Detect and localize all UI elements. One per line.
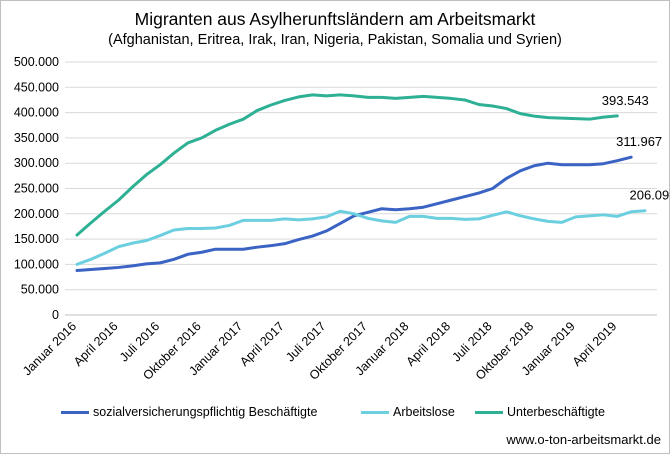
legend-label-beschaeftigte: sozialversicherungspflichtig Beschäftigt… bbox=[93, 405, 318, 419]
legend-item-beschaeftigte: sozialversicherungspflichtig Beschäftigt… bbox=[61, 405, 317, 419]
x-tick-label: April 2016 bbox=[71, 319, 121, 369]
legend-label-arbeitslose: Arbeitslose bbox=[393, 405, 455, 419]
legend-item-unterbeschaeftigte: Unterbeschäftigte bbox=[475, 405, 605, 419]
y-axis: 0 50.000 100.000 150.000 200.000 250.000 300.0… bbox=[14, 55, 59, 322]
series-line-0 bbox=[75, 155, 633, 272]
end-value-label: 311.967 bbox=[616, 134, 662, 149]
series-lines bbox=[75, 93, 647, 272]
y-tick-label: 350.000 bbox=[14, 131, 59, 145]
end-value-label: 393.543 bbox=[602, 93, 649, 108]
x-tick-label: April 2018 bbox=[403, 319, 453, 369]
source-credit: www.o-ton-arbeitsmarkt.de bbox=[506, 432, 661, 447]
chart-subtitle: (Afghanistan, Eritrea, Irak, Iran, Niger… bbox=[108, 32, 562, 48]
y-tick-label: 500.000 bbox=[14, 55, 59, 69]
legend-label-unterbeschaeftigte: Unterbeschäftigte bbox=[507, 405, 605, 419]
series-line-2 bbox=[75, 93, 619, 237]
y-tick-label: 0 bbox=[52, 308, 59, 322]
y-tick-label: 400.000 bbox=[14, 106, 59, 120]
data-labels: 311.967 206.094 393.543 bbox=[602, 93, 669, 203]
chart-title: Migranten aus Asylherunftsländern am Arb… bbox=[134, 9, 536, 29]
y-tick-label: 50.000 bbox=[21, 283, 59, 297]
x-tick-label: Januar 2016 bbox=[20, 319, 79, 378]
y-tick-label: 150.000 bbox=[14, 232, 59, 246]
legend-swatch-arbeitslose bbox=[361, 411, 389, 415]
series-line-1 bbox=[75, 209, 647, 266]
y-tick-label: 250.000 bbox=[14, 182, 59, 196]
y-tick-label: 100.000 bbox=[14, 257, 59, 271]
y-tick-label: 450.000 bbox=[14, 80, 59, 94]
gridlines bbox=[65, 61, 657, 316]
x-tick-label: April 2017 bbox=[237, 319, 287, 369]
legend-swatch-unterbeschaeftigte bbox=[475, 411, 503, 415]
y-tick-label: 200.000 bbox=[14, 207, 59, 221]
end-value-label: 206.094 bbox=[630, 188, 670, 203]
legend-swatch-beschaeftigte bbox=[61, 411, 89, 415]
y-tick-label: 300.000 bbox=[14, 156, 59, 170]
x-tick-label: April 2019 bbox=[570, 319, 620, 369]
legend-item-arbeitslose: Arbeitslose bbox=[361, 405, 455, 419]
